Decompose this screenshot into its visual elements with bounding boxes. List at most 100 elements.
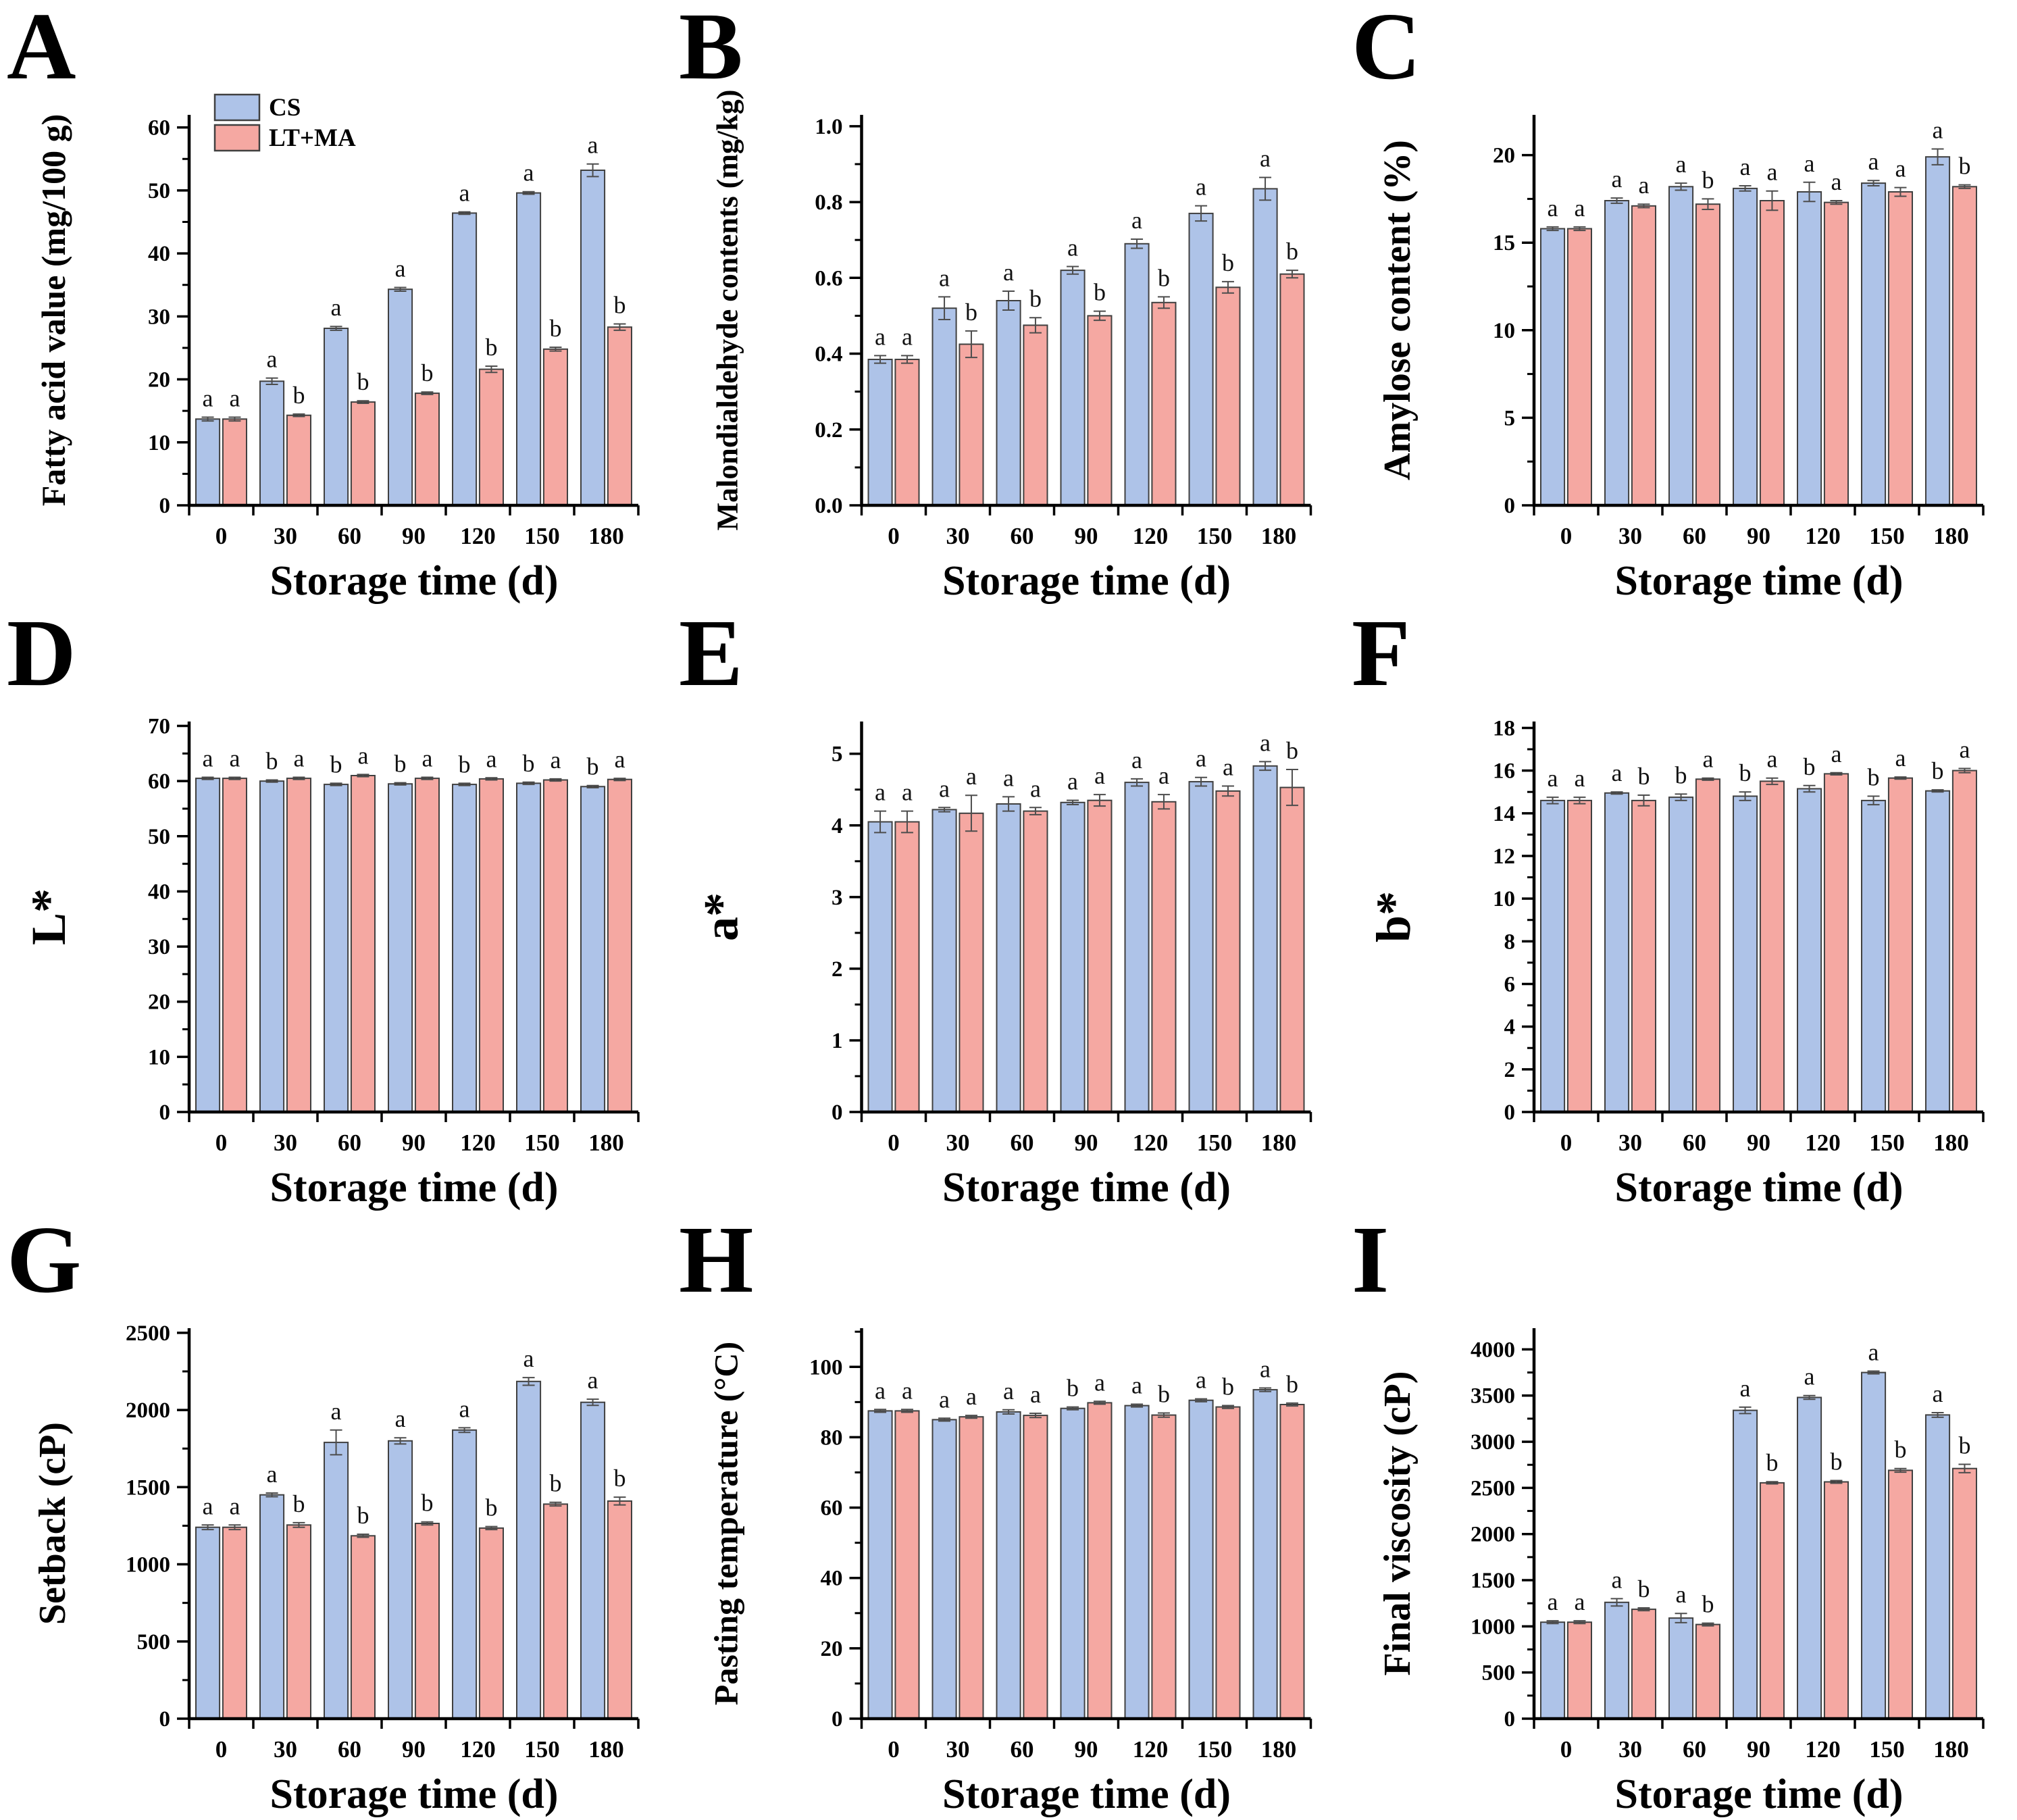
sig-letter: a: [1804, 1363, 1815, 1390]
sig-letter: a: [1676, 1581, 1687, 1608]
y-tick-label: 5: [1504, 406, 1516, 430]
bar-LT+MA-150: [1215, 1406, 1241, 1719]
bar-CS-0: [867, 359, 893, 506]
x-tick-label: 180: [1261, 1736, 1297, 1763]
bar-CS-30: [931, 1419, 957, 1719]
y-tick-label: 3: [832, 886, 843, 910]
sig-letter: a: [1158, 762, 1169, 789]
axes-group: 0 10 20 30 40 50 60 70 0 30 60 90 120 150 180: [148, 715, 640, 1156]
sig-letter: a: [1933, 1380, 1943, 1407]
sig-letter: a: [1196, 745, 1206, 772]
sig-letter: a: [1702, 746, 1713, 773]
x-tick-label: 0: [888, 523, 900, 549]
bar-LT+MA-120: [478, 368, 505, 506]
sig-letter: a: [1831, 168, 1841, 195]
bars-group: [867, 1389, 1305, 1719]
panel-letter-I: I: [1352, 1206, 1389, 1313]
axes-group: 0 10 20 30 40 50 60 0 30 60 90 120 150 180: [148, 115, 640, 549]
sig-letter: b: [1637, 763, 1650, 790]
x-tick-label: 150: [524, 1130, 560, 1156]
y-axis-title: Amylose content (%): [1377, 140, 1419, 480]
x-tick-label: 180: [1261, 523, 1297, 549]
y-axis-title: Pasting temperature (°C): [707, 1342, 745, 1705]
panel-H: H a a a b a a a a a a a b b b 0 20 40 60 80 100 0 30 60 90 120 15…: [672, 1209, 1345, 1820]
y-tick-label: 10: [148, 431, 170, 455]
bar-LT+MA-120: [478, 1527, 505, 1719]
bar-CS-60: [1668, 797, 1694, 1113]
bar-CS-90: [388, 288, 413, 506]
bar-CS-150: [1861, 799, 1887, 1113]
bars-group: [867, 188, 1305, 506]
x-axis-title: Storage time (d): [1615, 1771, 1904, 1817]
x-tick-label: 60: [338, 1736, 361, 1763]
bar-CS-120: [1124, 1405, 1150, 1719]
panel-letter-A: A: [7, 0, 76, 99]
y-tick-label: 8: [1504, 930, 1516, 954]
panel-letter-F: F: [1352, 599, 1410, 706]
bar-CS-180: [1252, 765, 1278, 1113]
bar-LT+MA-60: [1023, 1415, 1048, 1719]
bar-CS-30: [1604, 792, 1630, 1113]
sig-letter: a: [422, 745, 432, 772]
x-tick-label: 60: [338, 1130, 361, 1156]
sig-letter: a: [1612, 166, 1623, 193]
bar-LT+MA-180: [1279, 1404, 1305, 1719]
y-axis-title: b*: [1367, 891, 1421, 942]
bar-LT+MA-150: [542, 1503, 569, 1719]
x-tick-label: 90: [402, 523, 426, 549]
sig-letter: b: [1286, 737, 1298, 764]
bar-CS-30: [259, 1494, 285, 1719]
x-tick-label: 60: [1683, 1130, 1706, 1156]
y-tick-label: 1000: [126, 1553, 170, 1577]
sig-letter: a: [331, 294, 342, 321]
bars-group: [195, 170, 633, 507]
y-tick-label: 500: [1482, 1661, 1516, 1686]
x-tick-label: 120: [1805, 1130, 1841, 1156]
sig-letter: b: [1804, 753, 1816, 780]
bar-LT+MA-180: [607, 778, 633, 1113]
x-tick-label: 180: [588, 523, 624, 549]
bar-LT+MA-120: [1151, 301, 1177, 506]
bar-CS-180: [1252, 188, 1278, 506]
bars-group: [195, 775, 633, 1113]
x-tick-label: 150: [1197, 523, 1233, 549]
sig-letter: b: [1067, 1375, 1079, 1402]
sig-letter: a: [1804, 150, 1815, 177]
y-tick-label: 0.4: [815, 343, 842, 367]
sig-letter: b: [523, 750, 535, 777]
error-bars-group: [201, 1377, 626, 1538]
bar-LT+MA-30: [286, 778, 311, 1113]
x-tick-label: 60: [1011, 1736, 1034, 1763]
bar-CS-120: [452, 1429, 478, 1719]
x-tick-label: 180: [1933, 523, 1969, 549]
sig-letter: a: [966, 1383, 977, 1410]
bar-LT+MA-90: [414, 1523, 440, 1719]
bar-CS-0: [1540, 228, 1566, 506]
sig-letter: a: [1131, 747, 1142, 774]
y-tick-label: 0.0: [815, 494, 842, 518]
bar-CS-120: [1124, 782, 1150, 1113]
sig-letter: b: [330, 751, 342, 778]
bar-CS-0: [195, 778, 221, 1113]
error-bars-group: [201, 163, 626, 422]
x-tick-label: 120: [460, 1736, 496, 1763]
x-tick-label: 0: [888, 1736, 900, 1763]
x-tick-label: 180: [1933, 1130, 1969, 1156]
bar-CS-120: [452, 212, 478, 506]
y-tick-label: 10: [1493, 319, 1515, 343]
bar-LT+MA-150: [1887, 1469, 1914, 1719]
sig-letter: b: [1702, 166, 1714, 193]
axes-group: 0 500 1000 1500 2000 2500 0 30 60 90 120 150 180: [126, 1321, 640, 1763]
sig-letter: a: [1895, 155, 1906, 182]
bar-CS-60: [324, 784, 349, 1113]
bar-LT+MA-60: [1695, 203, 1721, 506]
y-tick-label: 60: [821, 1496, 843, 1521]
legend-label: LT+MA: [269, 124, 356, 152]
y-tick-label: 2: [1504, 1058, 1516, 1082]
y-tick-label: 40: [148, 242, 170, 266]
bar-CS-90: [1060, 801, 1086, 1113]
